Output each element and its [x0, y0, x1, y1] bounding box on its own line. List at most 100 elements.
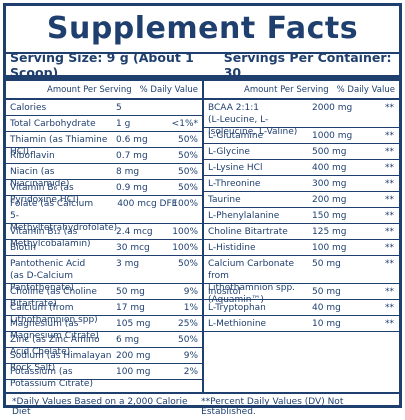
nutrient-amount: 50 mg [312, 259, 341, 269]
nutrient-daily-value: 100% [172, 243, 198, 253]
left-column-header: Amount Per Serving % Daily Value [6, 81, 202, 100]
nutrient-name: Inositol [208, 287, 241, 297]
nutrient-name: L-Histidine [208, 243, 256, 253]
nutrient-daily-value: ** [385, 195, 394, 205]
right-rows: BCAA 2:1:1 (L-Leucine, L-Isoleucine, L-V… [204, 100, 399, 332]
nutrient-amount: 2000 mg [312, 103, 353, 113]
nutrient-row: Magnesium (as Magnesium Citrate) 105 mg 25… [6, 316, 202, 341]
nutrient-row: Sodium (as Himalayan Rock Salt) 200 mg 9% [6, 348, 202, 373]
nutrient-amount: 5 [116, 103, 122, 113]
nutrient-daily-value: 1% [183, 303, 198, 313]
nutrient-name: Potassium (as Potassium Citrate) [10, 367, 93, 389]
nutrient-amount: 50 mg [116, 287, 145, 297]
divider [6, 52, 399, 54]
nutrient-row: L-Phenylalanine 150 mg ** [204, 208, 399, 224]
nutrient-daily-value: 9% [183, 287, 198, 297]
nutrient-name: L-Methionine [208, 319, 267, 329]
nutrient-columns: Amount Per Serving % Daily Value Calorie… [6, 81, 399, 392]
nutrient-daily-value: ** [385, 259, 394, 269]
nutrient-name: Choline Bitartrate [208, 227, 288, 237]
nutrient-name: Calcium (from Lithothamnion spp) [10, 303, 98, 325]
nutrient-name: Vitamin B₁₂ (as Methylcobalamin) [10, 227, 91, 249]
amount-header: Amount Per Serving [47, 84, 132, 95]
nutrient-daily-value: <1%* [171, 119, 198, 129]
nutrient-daily-value: ** [385, 227, 394, 237]
nutrient-daily-value: 9% [183, 351, 198, 361]
nutrient-amount: 1000 mg [312, 131, 353, 141]
nutrient-daily-value: ** [385, 287, 394, 297]
nutrient-daily-value: ** [385, 147, 394, 157]
nutrient-daily-value: ** [385, 163, 394, 173]
nutrient-amount: 6 mg [116, 335, 140, 345]
nutrient-daily-value: ** [385, 243, 394, 253]
nutrient-name: Zinc (as Zinc Amino Acid Chelate) [10, 335, 100, 357]
nutrient-amount: 2.4 mcg [116, 227, 153, 237]
nutrient-name: Calcium Carbonate from Lithothamnion spp… [208, 259, 296, 305]
nutrient-amount: 300 mg [312, 179, 347, 189]
nutrient-name: Choline (as Choline Bitartrate) [10, 287, 97, 309]
footnotes: *Daily Values Based on a 2,000 Calorie D… [6, 392, 399, 420]
nutrient-row: Thiamin (as Thiamine HCl) 0.6 mg 50% [6, 132, 202, 157]
nutrient-row: Folate (as Calcium 5-Methyltetrahydrofol… [6, 196, 202, 233]
nutrient-name: Niacin (as Niacinamide) [10, 167, 70, 189]
nutrient-row: L-Methionine 10 mg ** [204, 316, 399, 332]
nutrient-name: Magnesium (as Magnesium Citrate) [10, 319, 99, 341]
nutrient-row: Vitamin B₁₂ (as Methylcobalamin) 2.4 mcg 1… [6, 224, 202, 249]
nutrient-row: L-Tryptophan 40 mg ** [204, 300, 399, 316]
nutrient-amount: 100 mg [116, 367, 151, 377]
nutrient-daily-value: 50% [177, 335, 198, 345]
nutrient-daily-value: 100% [172, 227, 198, 237]
nutrient-amount: 30 mcg [116, 243, 150, 253]
nutrient-name: Folate (as Calcium 5-Methyltetrahydrofol… [10, 199, 118, 233]
nutrient-amount: 200 mg [312, 195, 347, 205]
nutrient-name: L-Glycine [208, 147, 250, 157]
nutrient-name: Calories [10, 103, 47, 113]
nutrient-amount: 3 mg [116, 259, 140, 269]
nutrient-row: L-Lysine HCl 400 mg ** [204, 160, 399, 176]
nutrient-amount: 0.7 mg [116, 151, 148, 161]
footnote-not-established: **Percent Daily Values (DV) Not Establis… [201, 397, 344, 417]
supplement-facts-panel: Supplement Facts Serving Size: 9 g (Abou… [3, 3, 402, 417]
left-column: Amount Per Serving % Daily Value Calorie… [6, 81, 204, 392]
nutrient-amount: 400 mcg DFE [117, 199, 178, 209]
dv-header: % Daily Value [139, 84, 198, 95]
nutrient-amount: 150 mg [312, 211, 347, 221]
nutrient-row: L-Glutamine 1000 mg ** [204, 128, 399, 144]
servings-per-container: Servings Per Container: 30 [223, 49, 392, 80]
nutrient-daily-value: 25% [177, 319, 198, 329]
nutrient-amount: 40 mg [312, 303, 341, 313]
right-column: Amount Per Serving % Daily Value BCAA 2:… [204, 81, 399, 392]
left-rows: Calories 5 Total Carbohydrate 1 g <1%* Thiami… [6, 100, 202, 389]
nutrient-row: Choline (as Choline Bitartrate) 50 mg 9% [6, 284, 202, 309]
nutrient-amount: 100 mg [312, 243, 347, 253]
nutrient-row: Taurine 200 mg ** [204, 192, 399, 208]
nutrient-name: Riboflavin [10, 151, 55, 161]
nutrient-row: Total Carbohydrate 1 g <1%* [6, 116, 202, 132]
nutrient-daily-value: 50% [177, 183, 198, 193]
nutrient-row: Vitamin B₆ (as Pyridoxine HCl) 0.9 mg 50% [6, 180, 202, 205]
nutrient-row: Pantothenic Acid (as D-Calcium Pantothen… [6, 256, 202, 293]
nutrient-daily-value: 2% [183, 367, 198, 377]
nutrient-row: Zinc (as Zinc Amino Acid Chelate) 6 mg 50% [6, 332, 202, 357]
dv-header: % Daily Value [336, 84, 395, 95]
nutrient-daily-value: ** [385, 179, 394, 189]
nutrient-daily-value: ** [385, 303, 394, 313]
nutrient-row: Potassium (as Potassium Citrate) 100 mg 2% [6, 364, 202, 389]
nutrient-row: Biotin 30 mcg 100% [6, 240, 202, 256]
nutrient-row: BCAA 2:1:1 (L-Leucine, L-Isoleucine, L-V… [204, 100, 399, 137]
nutrient-name: Vitamin B₆ (as Pyridoxine HCl) [10, 183, 79, 205]
nutrient-name: Biotin [10, 243, 36, 253]
footnote-daily-values: *Daily Values Based on a 2,000 Calorie D… [12, 397, 188, 417]
nutrient-daily-value: 50% [177, 259, 198, 269]
nutrient-row: L-Glycine 500 mg ** [204, 144, 399, 160]
nutrient-amount: 50 mg [312, 287, 341, 297]
nutrient-name: L-Phenylalanine [208, 211, 280, 221]
nutrient-daily-value: ** [385, 103, 394, 113]
nutrient-daily-value: ** [385, 319, 394, 329]
nutrient-amount: 400 mg [312, 163, 347, 173]
nutrient-daily-value: ** [385, 211, 394, 221]
nutrient-row: Calories 5 [6, 100, 202, 116]
serving-size: Serving Size: 9 g (About 1 Scoop) [10, 49, 194, 80]
nutrient-row: Riboflavin 0.7 mg 50% [6, 148, 202, 164]
nutrient-amount: 105 mg [116, 319, 151, 329]
